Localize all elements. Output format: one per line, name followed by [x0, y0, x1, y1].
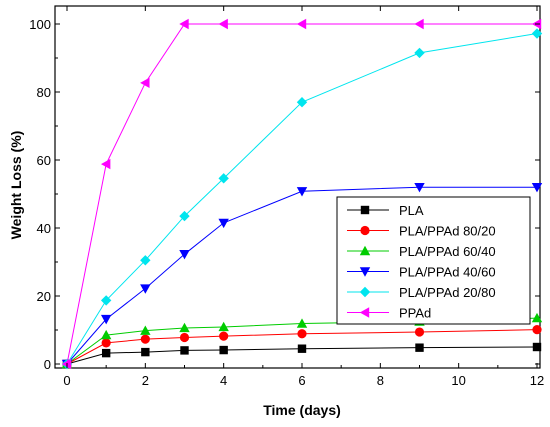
data-point — [414, 47, 425, 59]
data-point — [141, 347, 150, 357]
y-tick-label: 100 — [29, 17, 51, 32]
data-point — [296, 187, 308, 197]
legend-marker — [359, 286, 371, 298]
data-point — [140, 325, 151, 335]
legend-label: PLA/PPAd 60/40 — [399, 244, 496, 259]
data-point — [100, 158, 111, 170]
series-layer — [61, 18, 543, 370]
axes-layer: 0 2 4 6 8 10 12 0 20 40 60 80 100 — [29, 6, 544, 388]
legend-marker — [359, 245, 371, 256]
x-axis-title: Time (days) — [263, 402, 341, 418]
x-tick-label: 8 — [377, 373, 384, 388]
legend-label: PLA/PPAd 80/20 — [399, 224, 496, 239]
series-line — [66, 186, 537, 365]
data-point — [531, 183, 543, 193]
data-point — [414, 327, 425, 337]
y-tick-label: 60 — [37, 153, 51, 168]
data-point — [180, 346, 189, 355]
x-tick-label: 4 — [220, 373, 227, 388]
series-line — [66, 23, 537, 365]
data-point — [296, 97, 308, 108]
y-tick-label: 40 — [37, 221, 51, 236]
legend-label: PLA — [399, 203, 424, 218]
data-point — [415, 343, 424, 352]
legend-marker — [359, 267, 371, 277]
data-point — [532, 342, 542, 352]
data-point — [179, 210, 190, 222]
legend-label: PLA/PPAd 40/60 — [399, 265, 496, 280]
data-point — [101, 338, 111, 348]
series-line — [66, 346, 538, 365]
data-point — [100, 329, 112, 340]
y-tick-label: 0 — [44, 357, 51, 372]
legend-marker — [360, 225, 370, 236]
data-point — [218, 321, 229, 332]
data-point — [100, 314, 112, 325]
x-tick-label: 6 — [298, 373, 305, 388]
series-4 — [61, 28, 543, 370]
data-point — [140, 77, 150, 89]
data-point — [219, 345, 228, 355]
data-point — [101, 348, 111, 358]
legend: PLA PLA/PPAd 80/20 PLA/PPAd 60/40 PLA/PPAd … — [336, 196, 531, 325]
data-point — [100, 295, 112, 306]
series-1 — [62, 325, 542, 369]
legend-label: PLA/PPAd 20/80 — [399, 285, 496, 300]
data-point — [179, 322, 190, 333]
y-tick-label: 80 — [37, 85, 51, 100]
data-point — [532, 325, 542, 335]
data-point — [140, 334, 150, 344]
data-point — [179, 18, 189, 30]
legend-marker — [359, 307, 370, 318]
data-point — [414, 18, 424, 30]
y-axis-title: Weight Loss (%) — [8, 131, 24, 240]
legend-marker — [360, 205, 370, 215]
plot-frame — [54, 5, 541, 369]
data-point — [414, 183, 425, 193]
data-point — [531, 28, 543, 39]
data-point — [218, 218, 229, 229]
legend-box — [336, 196, 531, 325]
data-point — [218, 173, 229, 184]
series-line — [66, 33, 538, 365]
data-point — [296, 318, 308, 328]
y-tick-label: 20 — [37, 289, 51, 304]
plot-layer — [54, 5, 541, 369]
data-point — [297, 329, 307, 339]
x-tick-label: 0 — [63, 373, 70, 388]
legend-label: PPAd — [399, 306, 431, 321]
data-point — [140, 255, 151, 266]
data-point — [531, 312, 543, 323]
series-line — [66, 329, 538, 365]
data-point — [179, 249, 190, 260]
data-point — [218, 18, 228, 30]
data-point — [140, 284, 151, 294]
x-tick-label: 2 — [142, 373, 149, 388]
data-point — [219, 331, 229, 341]
data-point — [297, 344, 307, 353]
x-tick-label: 10 — [451, 373, 465, 388]
data-point — [296, 18, 307, 30]
data-point — [179, 332, 190, 343]
x-tick-label: 12 — [530, 373, 544, 388]
